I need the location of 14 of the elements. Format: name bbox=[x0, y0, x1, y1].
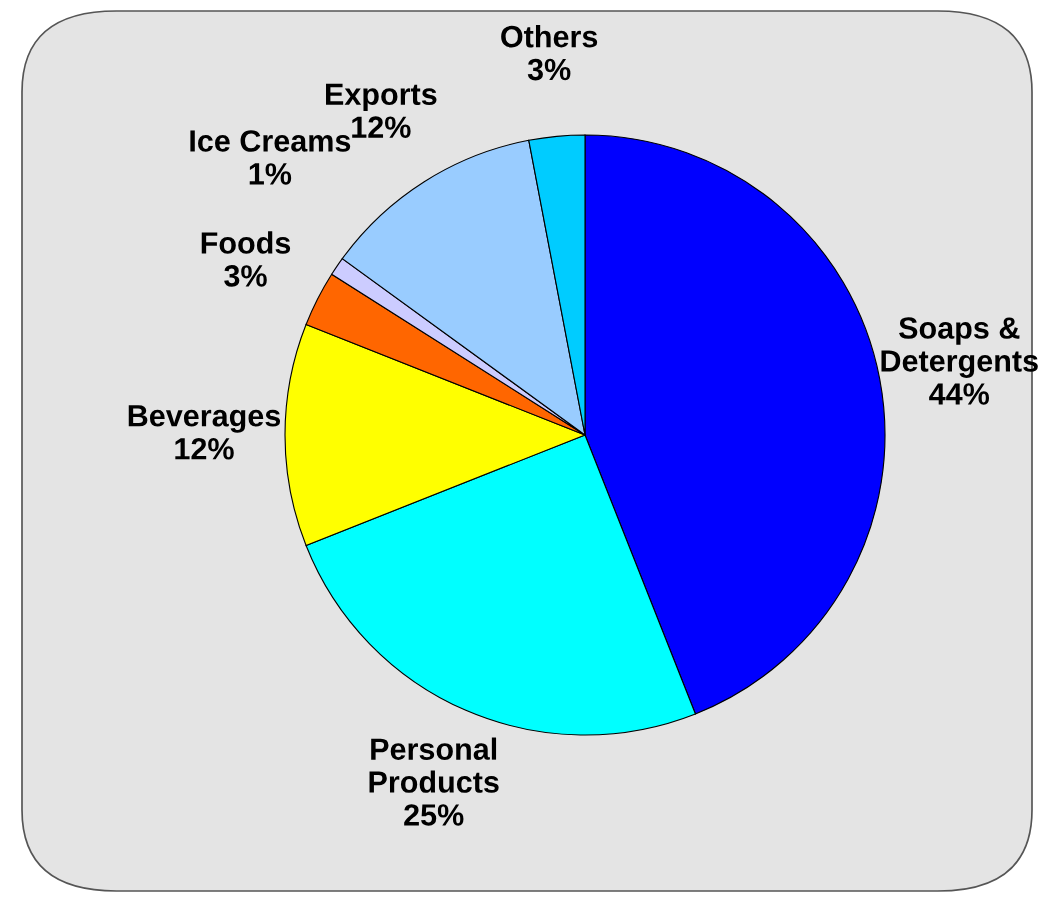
data-label: 3% bbox=[527, 58, 571, 81]
slice-label: Ice Creams bbox=[190, 130, 351, 152]
data-label: 44% bbox=[929, 383, 990, 405]
slice-label: Others bbox=[501, 24, 598, 48]
data-label: 3% bbox=[224, 265, 267, 287]
slice-label: Exports bbox=[326, 83, 437, 112]
data-label: 25% bbox=[404, 804, 464, 826]
data-label: 12% bbox=[352, 116, 411, 138]
slice-label: Personal Products bbox=[369, 737, 499, 793]
slice-label: Beverages bbox=[128, 405, 281, 433]
slice-label: Soaps & Detergents bbox=[881, 317, 1038, 378]
slice-label: Foods bbox=[201, 231, 291, 254]
data-label: 1% bbox=[249, 163, 292, 185]
data-label: 12% bbox=[175, 438, 234, 460]
